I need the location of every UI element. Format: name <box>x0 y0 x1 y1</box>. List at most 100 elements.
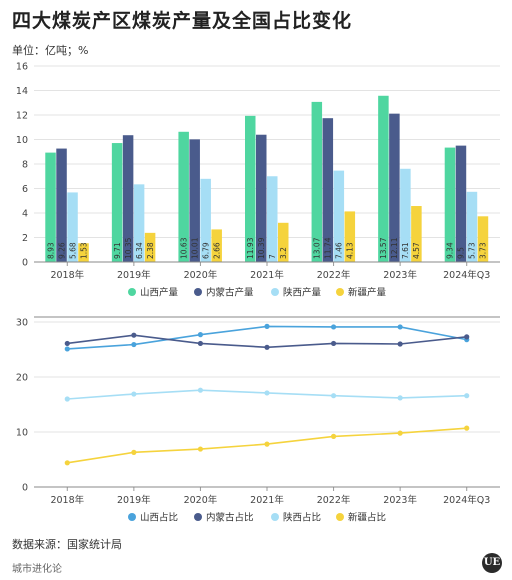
x-tick-label: 2021年 <box>250 494 284 506</box>
data-point <box>64 396 70 402</box>
data-point <box>64 340 70 347</box>
brand-logo: UE <box>482 553 502 573</box>
bar-value-label: 12.11 <box>390 237 399 259</box>
bar-value-label: 9.34 <box>446 242 455 259</box>
legend-label: 陕西占比 <box>283 512 321 524</box>
legend-label: 山西产量 <box>140 287 179 299</box>
chart-canvas: 0 2 4 6 8 10 12 14 16 2018年 8.93 9.26 5.68 1.53 2019年 9… <box>16 62 500 524</box>
bar-value-label: 11.93 <box>246 237 255 259</box>
bar <box>111 143 123 262</box>
legend-marker <box>194 288 202 296</box>
bar-value-label: 3.2 <box>279 247 288 259</box>
legend-marker <box>336 288 344 296</box>
bar <box>400 168 411 262</box>
data-point <box>131 341 137 348</box>
bar <box>200 178 211 262</box>
y-tick-label: 14 <box>16 86 28 97</box>
bar <box>178 131 189 262</box>
bar-value-label: 10.39 <box>257 237 266 259</box>
x-tick-label: 2022年 <box>317 269 351 281</box>
bar <box>278 222 289 262</box>
bar-value-label: 13.57 <box>379 237 388 259</box>
bar <box>344 211 356 262</box>
bar <box>78 243 89 262</box>
data-point <box>131 449 137 455</box>
x-tick-label: 2023年 <box>383 269 417 281</box>
bar <box>311 101 323 262</box>
bar-chart: 0 2 4 6 8 10 12 14 16 2018年 8.93 9.26 5.68 1.53 2019年 9… <box>16 62 500 299</box>
bar <box>122 135 134 262</box>
y-tick-label: 8 <box>22 160 28 171</box>
x-tick-label: 2022年 <box>317 494 351 506</box>
legend-marker <box>194 513 202 521</box>
data-point <box>197 446 204 452</box>
bar-value-label: 4.13 <box>346 242 355 259</box>
bar <box>144 232 156 262</box>
y-tick-label: 12 <box>16 111 28 122</box>
bar-value-label: 5.73 <box>468 242 477 259</box>
x-tick-label: 2018年 <box>50 494 84 506</box>
data-point <box>330 433 337 439</box>
bar <box>477 216 489 262</box>
legend-label: 内蒙古产量 <box>206 287 254 299</box>
data-source: 数据来源：国家统计局 <box>12 538 122 551</box>
bar <box>189 139 200 262</box>
data-point <box>131 391 137 397</box>
legend-marker <box>128 288 136 296</box>
data-point <box>330 393 337 399</box>
data-point <box>264 323 270 329</box>
bar-value-label: 13.07 <box>313 237 322 259</box>
data-point <box>64 460 70 466</box>
bar <box>133 184 145 262</box>
x-tick-label: 2023年 <box>383 494 417 506</box>
bar-value-label: 8.93 <box>46 242 55 259</box>
data-point <box>464 334 470 340</box>
y-tick-label: 30 <box>16 318 28 329</box>
y-tick-label: 0 <box>22 483 28 494</box>
legend-label: 新疆产量 <box>348 287 387 299</box>
data-point <box>197 340 204 347</box>
bar-value-label: 2.66 <box>212 242 221 259</box>
bar-value-label: 9.5 <box>457 247 466 259</box>
bar-value-label: 10.35 <box>124 237 133 259</box>
y-tick-label: 6 <box>22 184 28 195</box>
y-tick-label: 2 <box>22 233 28 244</box>
bar <box>444 147 456 262</box>
x-tick-label: 2018年 <box>50 269 84 281</box>
x-tick-label: 2020年 <box>184 269 218 281</box>
data-point <box>197 332 204 338</box>
x-tick-label: 2024年Q3 <box>443 494 490 506</box>
y-tick-label: 10 <box>16 428 28 439</box>
unit-note: 单位：亿吨；% <box>12 44 89 57</box>
brand-name: 城市进化论 <box>12 564 62 575</box>
bar <box>411 206 422 262</box>
bar <box>45 152 56 262</box>
bar-value-label: 6.79 <box>201 242 210 259</box>
bar-value-label: 5.68 <box>68 242 77 259</box>
legend-marker <box>271 513 279 521</box>
legend-label: 内蒙古占比 <box>206 512 254 524</box>
bar-value-label: 4.57 <box>412 242 421 259</box>
data-point <box>330 340 337 347</box>
y-tick-label: 20 <box>16 373 28 384</box>
bar <box>378 95 389 262</box>
legend-label: 新疆占比 <box>348 512 386 524</box>
data-point <box>264 390 270 396</box>
page-title: 四大煤炭产区煤炭产量及全国占比变化 <box>12 10 353 32</box>
data-point <box>397 430 403 436</box>
data-point <box>397 341 403 347</box>
bar-value-label: 7.46 <box>335 242 344 259</box>
legend-label: 山西占比 <box>140 512 178 524</box>
bar-value-label: 10.63 <box>179 237 188 259</box>
y-tick-label: 16 <box>16 62 28 73</box>
bar <box>267 176 278 262</box>
x-tick-label: 2019年 <box>117 494 151 506</box>
x-tick-label: 2021年 <box>250 269 284 281</box>
data-point <box>397 324 403 330</box>
x-tick-label: 2020年 <box>184 494 218 506</box>
y-tick-label: 0 <box>22 258 28 269</box>
y-tick-label: 4 <box>22 209 28 220</box>
legend-marker <box>128 513 136 521</box>
bar-value-label: 7 <box>268 254 277 259</box>
bar-value-label: 11.74 <box>324 237 333 259</box>
